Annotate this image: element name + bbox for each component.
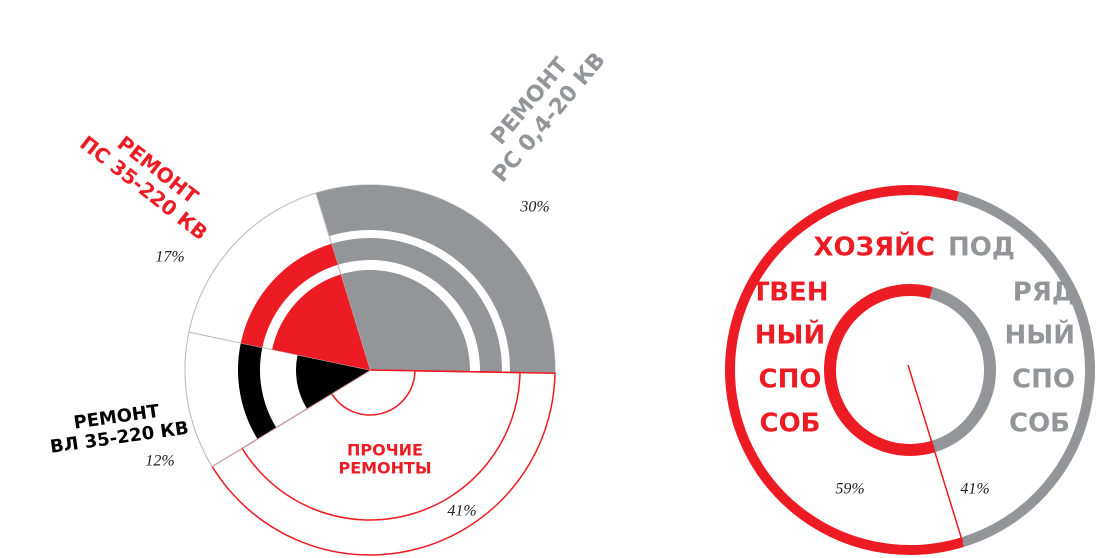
label-line: ПРОЧИЕ [347,440,423,459]
segment-outline [211,369,556,556]
label-line: ПОД [948,233,1015,263]
segment-outline [240,369,521,521]
value-label: 41% [447,503,476,520]
label-line: СОБ [759,409,820,439]
label-line: ТВЕН [751,278,828,308]
value-label: 59% [835,481,864,498]
label-line: СПО [1012,365,1075,395]
segment-band [237,343,277,439]
label-line: СОБ [1009,409,1070,439]
segment-band [240,243,338,348]
segment-wedge [296,354,370,409]
value-label: 17% [155,249,184,266]
value-label: 41% [960,481,989,498]
segment-band [315,185,555,374]
split-line [907,364,964,543]
label-line: НЫЙ [1005,319,1075,351]
inner-ring [824,284,936,456]
label-line: НЫЙ [755,319,825,351]
label-line: РЕМОНТЫ [338,459,431,478]
value-label: 30% [519,199,549,216]
segment-wedge [340,270,471,372]
outer-ring [956,191,1095,547]
segment-band [331,238,503,373]
value-label: 12% [145,453,174,470]
inner-ring [929,287,996,453]
segment-wedge [272,274,370,370]
label-line: СПО [759,365,822,395]
outer-ring [725,185,965,555]
label-line: ХОЗЯЙС [814,231,935,263]
label-line: РЯД [1013,278,1075,308]
